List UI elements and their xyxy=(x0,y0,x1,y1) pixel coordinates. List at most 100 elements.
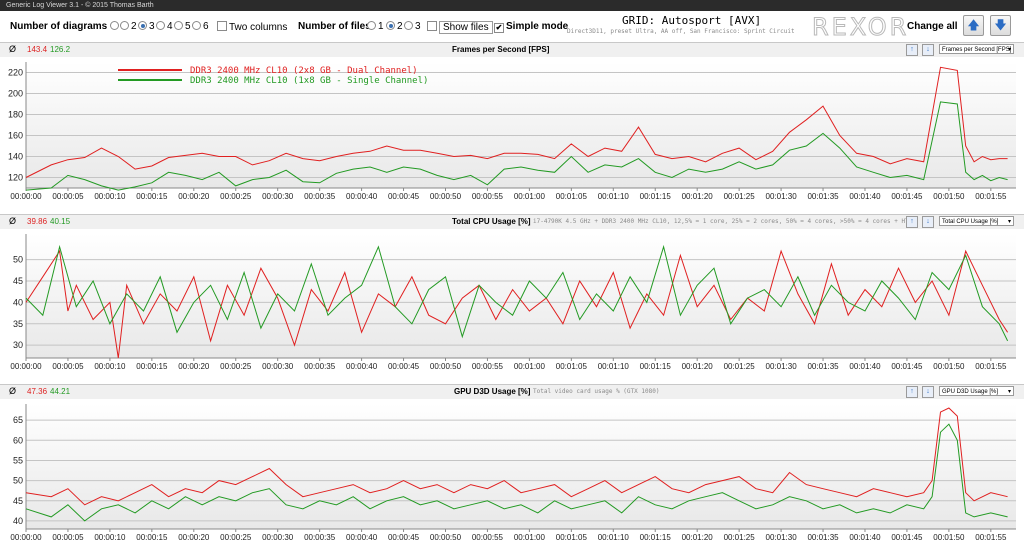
series-line-single-channel xyxy=(25,101,1008,191)
x-tick-label: 00:01:10 xyxy=(598,362,630,371)
x-tick-label: 00:00:20 xyxy=(178,192,210,201)
move-down-button[interactable]: 🡇 xyxy=(990,15,1011,36)
y-tick-label: 140 xyxy=(8,152,23,162)
x-tick-label: 00:00:15 xyxy=(136,533,168,542)
x-tick-label: 00:00:15 xyxy=(136,192,168,201)
x-tick-label: 00:01:40 xyxy=(849,533,881,542)
y-tick-label: 40 xyxy=(13,297,23,307)
radio-icon xyxy=(120,21,129,30)
rexor-logo: REXOR xyxy=(811,13,910,42)
gpu-line-chart: 40 45 50 55 60 65 00:00:00 00:00:05 00:00:10 00:0… xyxy=(10,404,1016,542)
x-tick-label: 00:00:00 xyxy=(10,362,42,371)
diagram-option-2[interactable]: 2 xyxy=(120,21,137,32)
average-dual: 47.36 xyxy=(27,387,48,396)
two-columns-checkbox[interactable]: Two columns xyxy=(217,21,287,33)
x-tick-label: 00:01:30 xyxy=(766,533,798,542)
window-titlebar: Generic Log Viewer 3.1 - © 2015 Thomas B… xyxy=(0,0,1024,11)
series-line-single-channel xyxy=(25,423,1008,522)
x-tick-label: 00:00:40 xyxy=(346,192,378,201)
x-tick-label: 00:01:20 xyxy=(682,192,714,201)
x-tick-label: 00:00:05 xyxy=(52,533,84,542)
panel-move-up-button[interactable]: ↑ xyxy=(906,216,918,228)
radio-icon xyxy=(156,21,165,30)
x-tick-label: 00:00:35 xyxy=(304,192,336,201)
diagram-option-3[interactable]: 3 xyxy=(138,21,155,32)
num-files-label: Number of files xyxy=(298,21,371,32)
x-tick-label: 00:01:25 xyxy=(724,362,756,371)
x-tick-label: 00:01:35 xyxy=(807,533,839,542)
diagram-option-4[interactable]: 4 xyxy=(156,21,173,32)
diagram-option-6[interactable]: 6 xyxy=(192,21,209,32)
radio-icon xyxy=(404,21,413,30)
x-tick-label: 00:00:50 xyxy=(430,192,462,201)
y-tick-label: 45 xyxy=(13,496,23,506)
chevron-down-icon: ▾ xyxy=(1007,47,1011,53)
benchmark-subtitle: Direct3D11, preset Ultra, AA off, San Fr… xyxy=(567,28,795,35)
panel-header: Ø 47.36 44.21 GPU D3D Usage [%] Total vi… xyxy=(0,384,1024,399)
x-tick-label: 00:01:30 xyxy=(766,192,798,201)
x-tick-label: 00:00:45 xyxy=(388,362,420,371)
benchmark-title: GRID: Autosport [AVX] xyxy=(622,14,762,27)
y-tick-label: 45 xyxy=(13,276,23,286)
x-tick-label: 00:00:30 xyxy=(262,362,294,371)
average-symbol: Ø xyxy=(9,386,17,396)
average-single: 126.2 xyxy=(50,45,71,54)
average-single: 44.21 xyxy=(50,387,71,396)
file-option-1[interactable]: 1 xyxy=(367,21,384,32)
metric-dropdown[interactable]: Total CPU Usage [%] ▾ xyxy=(939,216,1014,226)
average-symbol: Ø xyxy=(9,44,17,54)
x-tick-label: 00:01:25 xyxy=(724,192,756,201)
arrow-up-icon: 🡅 xyxy=(967,18,980,32)
gpu-panel: Ø 47.36 44.21 GPU D3D Usage [%] Total vi… xyxy=(0,384,1024,555)
y-tick-label: 160 xyxy=(8,131,23,141)
x-tick-label: 00:01:05 xyxy=(556,533,588,542)
panel-info: i7-4790K 4.5 GHz + DDR3 2400 MHz CL10, 1… xyxy=(533,218,909,225)
file-option-2[interactable]: 2 xyxy=(386,21,403,32)
change-all-label: Change all xyxy=(907,21,958,32)
x-tick-label: 00:00:55 xyxy=(472,362,504,371)
y-tick-label: 220 xyxy=(8,68,23,78)
panel-move-down-button[interactable]: ↓ xyxy=(922,386,934,398)
simple-mode-checkbox[interactable]: ✔ Simple mode xyxy=(494,21,569,33)
diagram-option-5[interactable]: 5 xyxy=(174,21,191,32)
panel-move-up-button[interactable]: ↑ xyxy=(906,386,918,398)
move-up-button[interactable]: 🡅 xyxy=(963,15,984,36)
metric-dropdown[interactable]: GPU D3D Usage [%] ▾ xyxy=(939,386,1014,396)
average-single: 40.15 xyxy=(50,217,71,226)
y-tick-label: 65 xyxy=(13,415,23,425)
chevron-down-icon: ▾ xyxy=(1007,389,1011,395)
plot-area xyxy=(26,234,1016,358)
average-dual: 39.86 xyxy=(27,217,48,226)
x-tick-label: 00:00:55 xyxy=(472,192,504,201)
x-tick-label: 00:00:00 xyxy=(10,192,42,201)
metric-dropdown[interactable]: Frames per Second [FPS] ▾ xyxy=(939,44,1014,54)
panel-header: Ø 39.86 40.15 Total CPU Usage [%] i7-479… xyxy=(0,214,1024,229)
arrow-up-icon: ↑ xyxy=(910,388,914,395)
x-tick-label: 00:00:55 xyxy=(472,533,504,542)
average-symbol: Ø xyxy=(9,216,17,226)
plot-area xyxy=(26,404,1016,529)
x-tick-label: 00:01:35 xyxy=(807,192,839,201)
toolbar: Number of diagrams 1 2 3 4 5 6 Two colum… xyxy=(0,11,1024,42)
show-files-checkbox[interactable]: Show files xyxy=(427,21,493,34)
panel-move-down-button[interactable]: ↓ xyxy=(922,216,934,228)
x-tick-label: 00:01:45 xyxy=(891,192,923,201)
x-tick-label: 00:00:05 xyxy=(52,192,84,201)
file-option-3[interactable]: 3 xyxy=(404,21,421,32)
panel-title: Total CPU Usage [%] xyxy=(452,217,531,226)
x-tick-label: 00:00:15 xyxy=(136,362,168,371)
y-tick-label: 180 xyxy=(8,110,23,120)
x-tick-label: 00:01:40 xyxy=(849,362,881,371)
x-tick-label: 00:00:50 xyxy=(430,533,462,542)
radio-selected-icon xyxy=(138,21,147,30)
x-tick-label: 00:00:10 xyxy=(94,362,126,371)
x-tick-label: 00:00:00 xyxy=(10,533,42,542)
panel-move-down-button[interactable]: ↓ xyxy=(922,44,934,56)
panel-move-up-button[interactable]: ↑ xyxy=(906,44,918,56)
arrow-down-icon: 🡇 xyxy=(994,18,1007,32)
x-tick-label: 00:01:45 xyxy=(891,533,923,542)
x-tick-label: 00:01:00 xyxy=(514,533,546,542)
series-line-dual-channel xyxy=(25,407,1008,506)
x-tick-label: 00:01:00 xyxy=(514,192,546,201)
x-tick-label: 00:01:55 xyxy=(975,192,1007,201)
